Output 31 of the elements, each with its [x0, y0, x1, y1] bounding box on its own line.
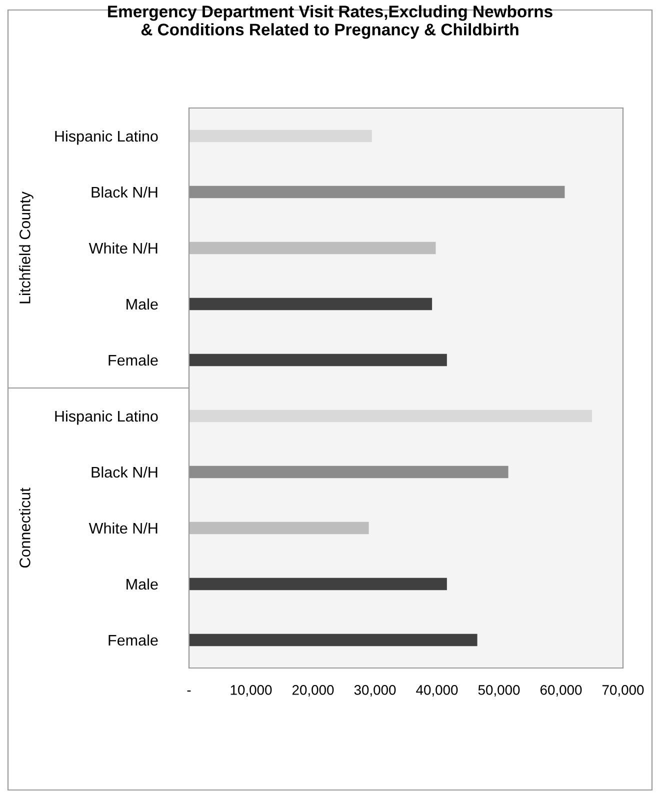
y-tick-label: White N/H [88, 522, 158, 534]
y-tick-label: Male [126, 578, 158, 590]
y-tick-label: Female [108, 634, 158, 646]
bar [189, 242, 436, 254]
y-tick-label: Male [126, 298, 158, 310]
y-tick-label: Hispanic Latino [55, 410, 158, 425]
bar [189, 186, 565, 198]
x-tick-label: 20,000 [292, 685, 334, 697]
bar [189, 298, 432, 310]
bar [189, 578, 447, 590]
y-tick-label: Hispanic Latino [55, 130, 158, 145]
y-tick-label: Black N/H [92, 186, 158, 198]
bar [189, 130, 372, 142]
bar [189, 634, 478, 646]
x-tick-label: 70,000 [602, 685, 644, 697]
x-tick-label: 60,000 [540, 685, 582, 697]
text: Connecticut [19, 488, 30, 568]
bar [189, 410, 592, 422]
chart-title: Emergency Department Visit Rates,Excluding Newborns & Conditions Related to Pregnancy & Childbirth [108, 5, 552, 39]
x-tick-label: 30,000 [354, 685, 396, 697]
bar [189, 522, 369, 534]
x-tick-label: 50,000 [478, 685, 520, 697]
y-tick-label: White N/H [88, 242, 158, 254]
y-tick-label: Black N/H [92, 466, 158, 478]
bar [189, 354, 447, 366]
x-tick-label: 10,000 [230, 685, 272, 697]
bar [189, 466, 508, 478]
y-tick-label: Female [108, 354, 158, 366]
text: Litchfield County [19, 192, 34, 304]
x-tick-label: - [187, 690, 191, 692]
x-tick-label: 40,000 [416, 685, 458, 697]
